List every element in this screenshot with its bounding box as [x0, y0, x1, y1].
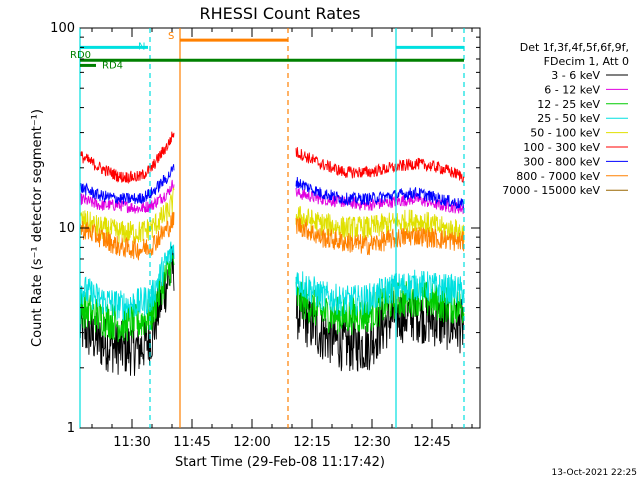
legend-label-0: 3 - 6 keV [551, 69, 600, 82]
x-tick-label-2: 12:00 [233, 435, 270, 450]
x-tick-label-4: 12:30 [353, 435, 390, 450]
series-trace-5-segment-0 [79, 131, 175, 185]
legend-label-3: 25 - 50 keV [537, 112, 600, 125]
y-axis-label: Count Rate (s⁻¹ detector segment⁻¹) [30, 109, 45, 347]
x-axis-label: Start Time (29-Feb-08 11:17:42) [175, 455, 385, 470]
series-trace-7-segment-0 [79, 211, 175, 261]
y-tick-label-1: 10 [58, 221, 75, 236]
y-tick-label-0: 1 [67, 421, 75, 436]
legend: Det 1f,3f,4f,5f,6f,9f,FDecim 1, Att 03 -… [502, 41, 629, 197]
annotation-label-2: RD0 [70, 50, 91, 61]
legend-header-1: FDecim 1, Att 0 [544, 55, 629, 68]
x-tick-label-1: 11:45 [173, 435, 210, 450]
series-trace-4-segment-1 [295, 205, 465, 245]
series-trace-7-segment-1 [295, 217, 465, 256]
footer-date: 13-Oct-2021 22:25 [552, 468, 637, 478]
legend-header-0: Det 1f,3f,4f,5f,6f,9f, [520, 41, 629, 54]
series-trace-6-segment-0 [79, 164, 175, 205]
annotation-label-1: S [168, 31, 174, 42]
legend-label-1: 6 - 12 keV [544, 83, 600, 96]
series-trace-4-segment-0 [79, 186, 175, 244]
x-tick-label-0: 11:30 [113, 435, 150, 450]
x-tick-label-3: 12:15 [293, 435, 330, 450]
annotation-label-3: RD4 [102, 60, 123, 71]
x-tick-label-5: 12:45 [413, 435, 450, 450]
legend-label-8: 7000 - 15000 keV [502, 184, 600, 197]
series-trace-1-segment-0 [79, 179, 175, 214]
legend-label-7: 800 - 7000 keV [516, 170, 600, 183]
series-traces [79, 131, 465, 376]
series-trace-3-segment-1 [295, 269, 465, 317]
series-trace-3-segment-0 [79, 241, 175, 322]
axis-ticks: 11:30 11:45 12:00 12:15 12:30 12:45 1 10 100 [50, 21, 480, 450]
series-trace-5-segment-1 [295, 147, 465, 183]
chart-title: RHESSI Count Rates [200, 4, 361, 23]
annotation-label-0: N [138, 41, 145, 52]
legend-label-5: 100 - 300 keV [523, 141, 600, 154]
series-trace-6-segment-1 [295, 176, 465, 211]
legend-label-6: 300 - 800 keV [523, 155, 600, 168]
series-trace-2-segment-0 [79, 254, 175, 343]
legend-label-4: 50 - 100 keV [530, 127, 600, 140]
y-tick-label-2: 100 [50, 21, 75, 36]
legend-label-2: 12 - 25 keV [537, 98, 600, 111]
